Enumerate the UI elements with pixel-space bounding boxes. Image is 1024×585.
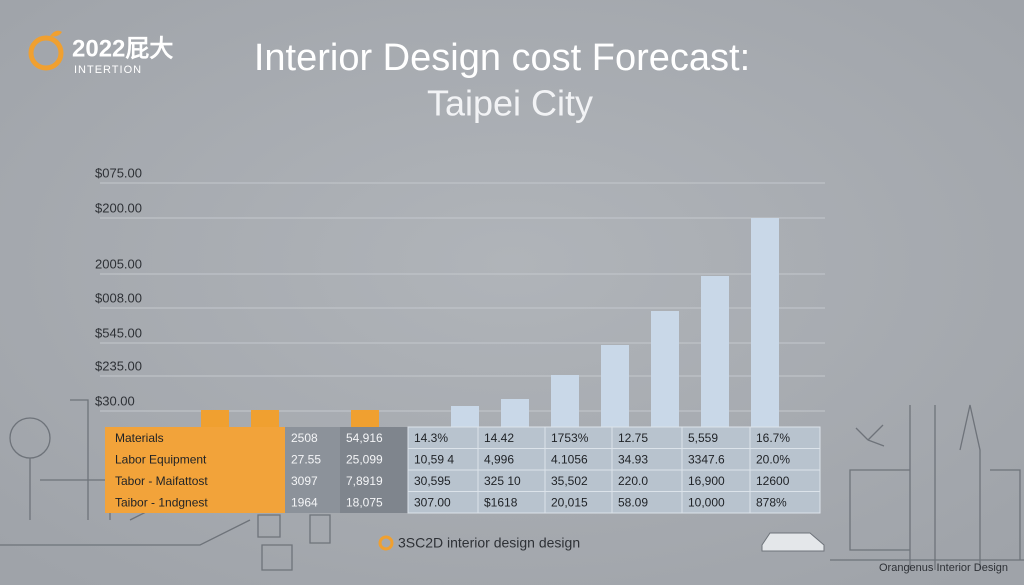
bar: [501, 399, 529, 427]
bar: [451, 406, 479, 427]
logo-leaf: [50, 30, 62, 37]
table-cell: [105, 427, 285, 449]
table-cell-text: 4,996: [484, 452, 514, 466]
table-cell-text: 7,8919: [346, 474, 383, 488]
table-cell-text: 1964: [291, 495, 318, 509]
table-cell: [105, 470, 285, 492]
table-cell-text: 14.3%: [414, 431, 448, 445]
table-cell-text: 12.75: [618, 431, 648, 445]
bar: [651, 311, 679, 427]
table-cell: [285, 448, 340, 470]
table-cell-text: 3097: [291, 474, 318, 488]
table-cell-text: 25,099: [346, 452, 383, 466]
table-cell: [749, 491, 821, 514]
table-cell: [340, 491, 408, 513]
sketch-right: [830, 404, 1024, 570]
table-cell: [285, 491, 340, 513]
furniture: [257, 514, 331, 571]
table-cell: [285, 427, 340, 449]
table-cell-text: 27.55: [291, 452, 321, 466]
table-cell-text: 10,000: [688, 495, 725, 509]
logo-sub: INTERTION: [74, 64, 142, 76]
y-tick-label: $235.00: [95, 358, 142, 373]
table-cell-text: Labor Equipment: [115, 452, 207, 466]
table-cell-text: 1753%: [551, 431, 589, 445]
table-cell: [105, 491, 285, 513]
table-cell-text: $1618: [484, 495, 518, 509]
table-cell-text: 20.0%: [756, 452, 790, 466]
bar: [551, 375, 579, 427]
table-cell-text: 16.7%: [756, 431, 790, 445]
table-cell-text: 307.00: [414, 495, 451, 509]
footer-logo: [378, 535, 394, 551]
bar: [601, 345, 629, 427]
table-cell-text: 12600: [756, 474, 790, 488]
table-cell-text: 18,075: [346, 495, 383, 509]
table-cell: [105, 448, 285, 470]
bar: [751, 218, 779, 427]
logo-ring: [28, 35, 64, 71]
chart-subtitle: Taipei City: [427, 83, 593, 124]
table-cell-text: Tabor - Maifattost: [115, 474, 208, 488]
chart-title: Interior Design cost Forecast:: [254, 37, 750, 79]
bar: [701, 276, 729, 427]
logo: 2022屁大 INTERTION: [28, 30, 173, 76]
y-tick-label: $008.00: [95, 290, 142, 305]
table-cell: [340, 470, 408, 492]
y-tick-label: $30.00: [95, 393, 135, 408]
car: [761, 532, 825, 552]
table-cell-text: Taibor - 1ndgnest: [115, 495, 208, 509]
y-tick-label: $075.00: [95, 165, 142, 180]
table-cell-text: 3347.6: [688, 452, 725, 466]
footer-brand: 3SC2D interior design design: [398, 535, 580, 551]
table-cell-text: 34.93: [618, 452, 648, 466]
table-cell: [340, 448, 408, 470]
table-cell-text: 54,916: [346, 431, 383, 445]
table-cell-text: 325 10: [484, 474, 521, 488]
table-cell-text: 20,015: [551, 495, 588, 509]
table-cell-text: 878%: [756, 495, 787, 509]
table-cell-text: 10,59 4: [414, 452, 454, 466]
table-cell-text: 220.0: [618, 474, 648, 488]
table-cell-text: 5,559: [688, 431, 718, 445]
footer-credit: Orangenus Interior Design: [879, 562, 1008, 574]
table-cell: [340, 427, 408, 449]
bar: [351, 410, 379, 427]
table-cell-text: 16,900: [688, 474, 725, 488]
table-cell-text: 30,595: [414, 474, 451, 488]
pinwheel: [855, 424, 885, 447]
bar: [251, 410, 279, 427]
logo-mark: 2022屁大: [72, 35, 173, 62]
y-tick-label: $200.00: [95, 200, 142, 215]
bar: [201, 410, 229, 427]
table-cell-text: Materials: [115, 431, 164, 445]
y-tick-label: $545.00: [95, 325, 142, 340]
table-cell-text: 35,502: [551, 474, 588, 488]
table-cell-text: 2508: [291, 431, 318, 445]
table-cell-text: 58.09: [618, 495, 648, 509]
y-tick-label: 2005.00: [95, 256, 142, 271]
table-cell-text: 14.42: [484, 431, 514, 445]
table-cell-text: 4.1056: [551, 452, 588, 466]
table-cell: [285, 470, 340, 492]
